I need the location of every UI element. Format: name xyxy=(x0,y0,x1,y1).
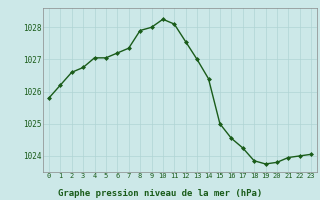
Text: Graphe pression niveau de la mer (hPa): Graphe pression niveau de la mer (hPa) xyxy=(58,189,262,198)
